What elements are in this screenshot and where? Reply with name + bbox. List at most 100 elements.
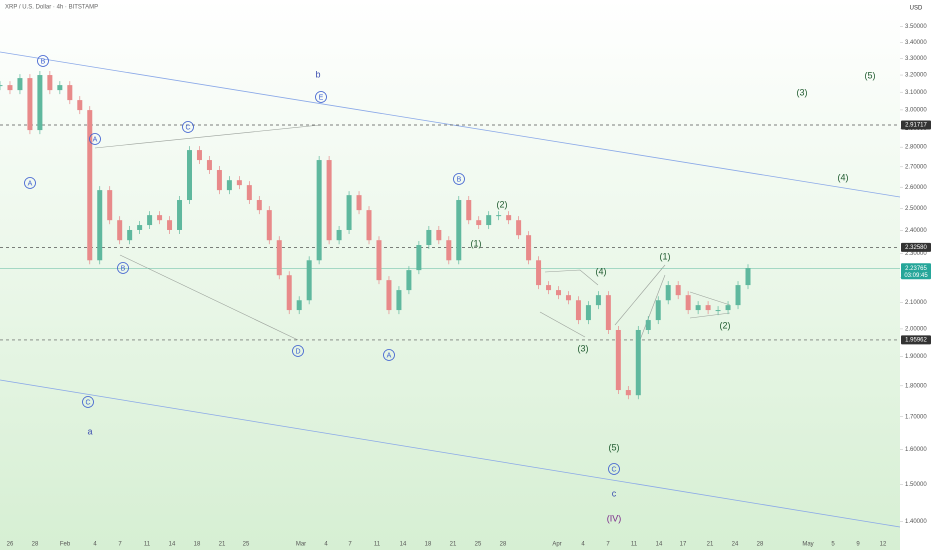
- wave-circle: [24, 177, 36, 189]
- wave-circle: [37, 55, 49, 67]
- y-tick-label: 1.80000: [905, 383, 927, 389]
- candle: [266, 210, 272, 241]
- currency-label: USD: [910, 6, 923, 12]
- wave-circle: [89, 133, 101, 145]
- x-tick-label: 26: [7, 542, 14, 548]
- price-level-tag: [901, 242, 931, 252]
- wave-label: B: [41, 58, 46, 65]
- wave-label: (1): [471, 238, 482, 248]
- x-tick-label: 28: [32, 542, 39, 548]
- candle: [226, 180, 232, 191]
- candle: [67, 85, 73, 101]
- candle: [206, 160, 212, 171]
- wedge-line: [689, 312, 731, 319]
- candle: [306, 260, 312, 301]
- x-tick-label: 7: [606, 542, 610, 548]
- x-tick-label: 17: [680, 542, 687, 548]
- wave-label: (2): [720, 320, 731, 330]
- price-level-label: 2.32580: [905, 245, 927, 251]
- candle: [196, 150, 202, 161]
- candle: [27, 78, 33, 131]
- candle: [456, 200, 462, 261]
- candle: [645, 320, 651, 330]
- candle: [436, 229, 442, 241]
- chart-title: XRP / U.S. Dollar · 4h · BITSTAMP: [5, 5, 98, 11]
- y-tick-label: 2.80000: [905, 145, 927, 151]
- x-tick-label: Mar: [296, 542, 306, 548]
- wave-label: B: [457, 176, 462, 183]
- candle: [745, 268, 751, 286]
- candle: [715, 310, 721, 312]
- candle: [486, 215, 492, 226]
- x-tick-label: 4: [93, 542, 97, 548]
- y-tick-label: 1.50000: [905, 482, 927, 488]
- y-tick-label: 1.90000: [905, 354, 927, 360]
- candle: [705, 305, 711, 311]
- channel-bottom: [0, 379, 901, 528]
- candle: [256, 200, 262, 211]
- y-tick-label: 3.50000: [905, 24, 927, 30]
- candle: [386, 280, 392, 311]
- x-tick-label: 5: [831, 542, 835, 548]
- x-tick-label: 7: [118, 542, 122, 548]
- x-tick-label: 14: [169, 542, 176, 548]
- y-tick-label: 2.70000: [905, 164, 927, 170]
- candle: [47, 75, 53, 91]
- countdown-label: 03:09:45: [904, 273, 928, 279]
- price-level-tag: [901, 120, 931, 130]
- x-tick-label: May: [802, 542, 813, 548]
- wave-circle: [82, 396, 94, 408]
- wave-label: (5): [609, 442, 620, 452]
- x-tick-label: 7: [348, 542, 352, 548]
- candle: [177, 200, 183, 230]
- wave-label: D: [295, 348, 300, 355]
- wave-label: b: [315, 69, 320, 79]
- x-tick-label: 4: [324, 542, 328, 548]
- x-tick-label: 21: [707, 542, 714, 548]
- candle: [97, 190, 103, 261]
- x-tick-label: 28: [757, 542, 764, 548]
- candle: [356, 195, 362, 211]
- y-tick-label: 1.70000: [905, 414, 927, 420]
- candle: [446, 240, 452, 261]
- wedge-line: [639, 274, 666, 341]
- y-tick-label: 2.40000: [905, 228, 927, 234]
- x-tick-label: 25: [475, 542, 482, 548]
- x-tick-label: 14: [400, 542, 407, 548]
- wave-label: C: [611, 466, 616, 473]
- price-level-label: 1.95962: [905, 338, 927, 344]
- candle: [426, 229, 432, 246]
- x-tick-label: 21: [450, 542, 457, 548]
- candle: [0, 85, 3, 87]
- wave-label: (2): [497, 199, 508, 209]
- price-level-label: 2.91717: [905, 123, 927, 129]
- candle: [77, 100, 83, 111]
- x-tick-label: 11: [144, 542, 151, 548]
- wave-circle: [315, 91, 327, 103]
- triangle-line: [119, 254, 299, 341]
- wave-label: (3): [578, 343, 589, 353]
- x-tick-label: 14: [656, 542, 663, 548]
- wave-label: C: [85, 399, 90, 406]
- candle: [725, 305, 731, 311]
- current-price-tag: [901, 263, 931, 280]
- x-tick-label: 24: [732, 542, 739, 548]
- candle: [516, 220, 522, 236]
- wave-label: (IV): [607, 513, 622, 523]
- x-tick-label: 28: [500, 542, 507, 548]
- wave-circle: [292, 345, 304, 357]
- candle: [216, 170, 222, 191]
- y-tick-label: 2.60000: [905, 185, 927, 191]
- candle: [655, 300, 661, 321]
- y-tick-label: 2.30000: [905, 251, 927, 257]
- candle: [186, 150, 192, 201]
- candle: [735, 285, 741, 306]
- x-tick-label: 18: [194, 542, 201, 548]
- candle: [466, 200, 472, 221]
- y-tick-label: 3.20000: [905, 73, 927, 79]
- candle: [346, 195, 352, 230]
- x-tick-label: 11: [631, 542, 638, 548]
- price-level-tag: [901, 335, 931, 345]
- pattern-lines: [94, 124, 731, 341]
- y-tick-label: 1.40000: [905, 519, 927, 525]
